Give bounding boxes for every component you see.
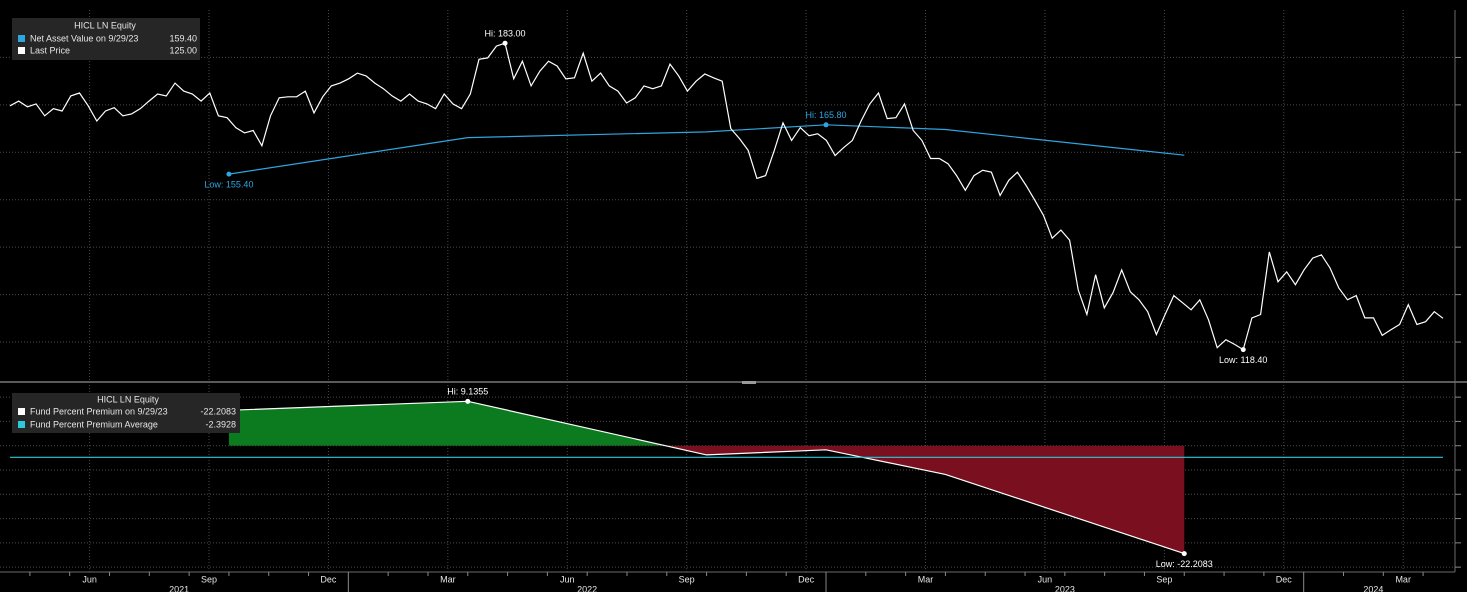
legend-value: -22.2083: [200, 406, 236, 416]
area-positive: [228, 401, 1185, 446]
plot-layer: Jun Sep Dec Mar Jun Sep Dec Mar Jun Sep Dec Mar 2021…: [0, 10, 1461, 592]
x-tick-label: Mar: [1395, 574, 1411, 584]
legend-label: Net Asset Value on 9/29/23: [30, 33, 138, 43]
year-label: 2022: [577, 584, 597, 592]
legend-box: [12, 393, 240, 433]
high-marker: [502, 40, 508, 46]
legend-swatch: [18, 47, 25, 54]
legend-box: [12, 18, 200, 60]
series-line: [9, 42, 1444, 351]
high-marker-label: Hi: 183.00: [485, 29, 526, 39]
high-marker-label: Hi: 165.80: [805, 110, 846, 120]
low-marker-label: Low: 118.40: [1219, 355, 1267, 365]
legend-top: HICL LN Equity Net Asset Value on 9/29/2…: [12, 18, 200, 60]
low-marker: [226, 171, 232, 177]
x-tick-label: Sep: [201, 574, 217, 584]
legend-label: Last Price: [30, 45, 70, 55]
low-marker: [1181, 551, 1187, 557]
low-marker-label: Low: -22.2083: [1156, 559, 1213, 569]
legend-value: -2.3928: [205, 419, 236, 429]
legend-value: 159.40: [169, 33, 197, 43]
legend-swatch: [18, 35, 25, 42]
legend-swatch: [18, 408, 25, 415]
resize-handle[interactable]: [742, 381, 756, 384]
low-marker: [1240, 347, 1246, 353]
high-marker: [823, 122, 829, 128]
x-tick-label: Sep: [1156, 574, 1172, 584]
x-tick-label: Jun: [82, 574, 97, 584]
x-tick-label: Sep: [679, 574, 695, 584]
high-marker: [465, 398, 471, 404]
x-tick-label: Mar: [440, 574, 456, 584]
year-label: 2024: [1363, 584, 1383, 592]
area-negative: [665, 445, 1185, 554]
year-label: 2021: [169, 584, 189, 592]
x-tick-label: Jun: [560, 574, 575, 584]
low-marker-label: Low: 155.40: [204, 180, 253, 190]
x-tick-label: Dec: [1276, 574, 1293, 584]
x-tick-label: Mar: [918, 574, 934, 584]
x-tick-label: Dec: [798, 574, 815, 584]
series-line: [228, 400, 1185, 555]
legend-swatch: [18, 421, 25, 428]
legend-label: Fund Percent Premium on 9/29/23: [30, 406, 168, 416]
legend-bottom: HICL LN Equity Fund Percent Premium on 9…: [12, 393, 240, 433]
series-line: [228, 124, 1185, 175]
legend-value: 125.00: [169, 45, 197, 55]
legend-title: HICL LN Equity: [97, 394, 159, 404]
x-tick-label: Dec: [320, 574, 337, 584]
legend-title: HICL LN Equity: [74, 20, 136, 30]
legend-label: Fund Percent Premium Average: [30, 419, 158, 429]
high-marker-label: Hi: 9.1355: [447, 387, 488, 397]
x-tick-label: Jun: [1038, 574, 1053, 584]
year-label: 2023: [1055, 584, 1075, 592]
